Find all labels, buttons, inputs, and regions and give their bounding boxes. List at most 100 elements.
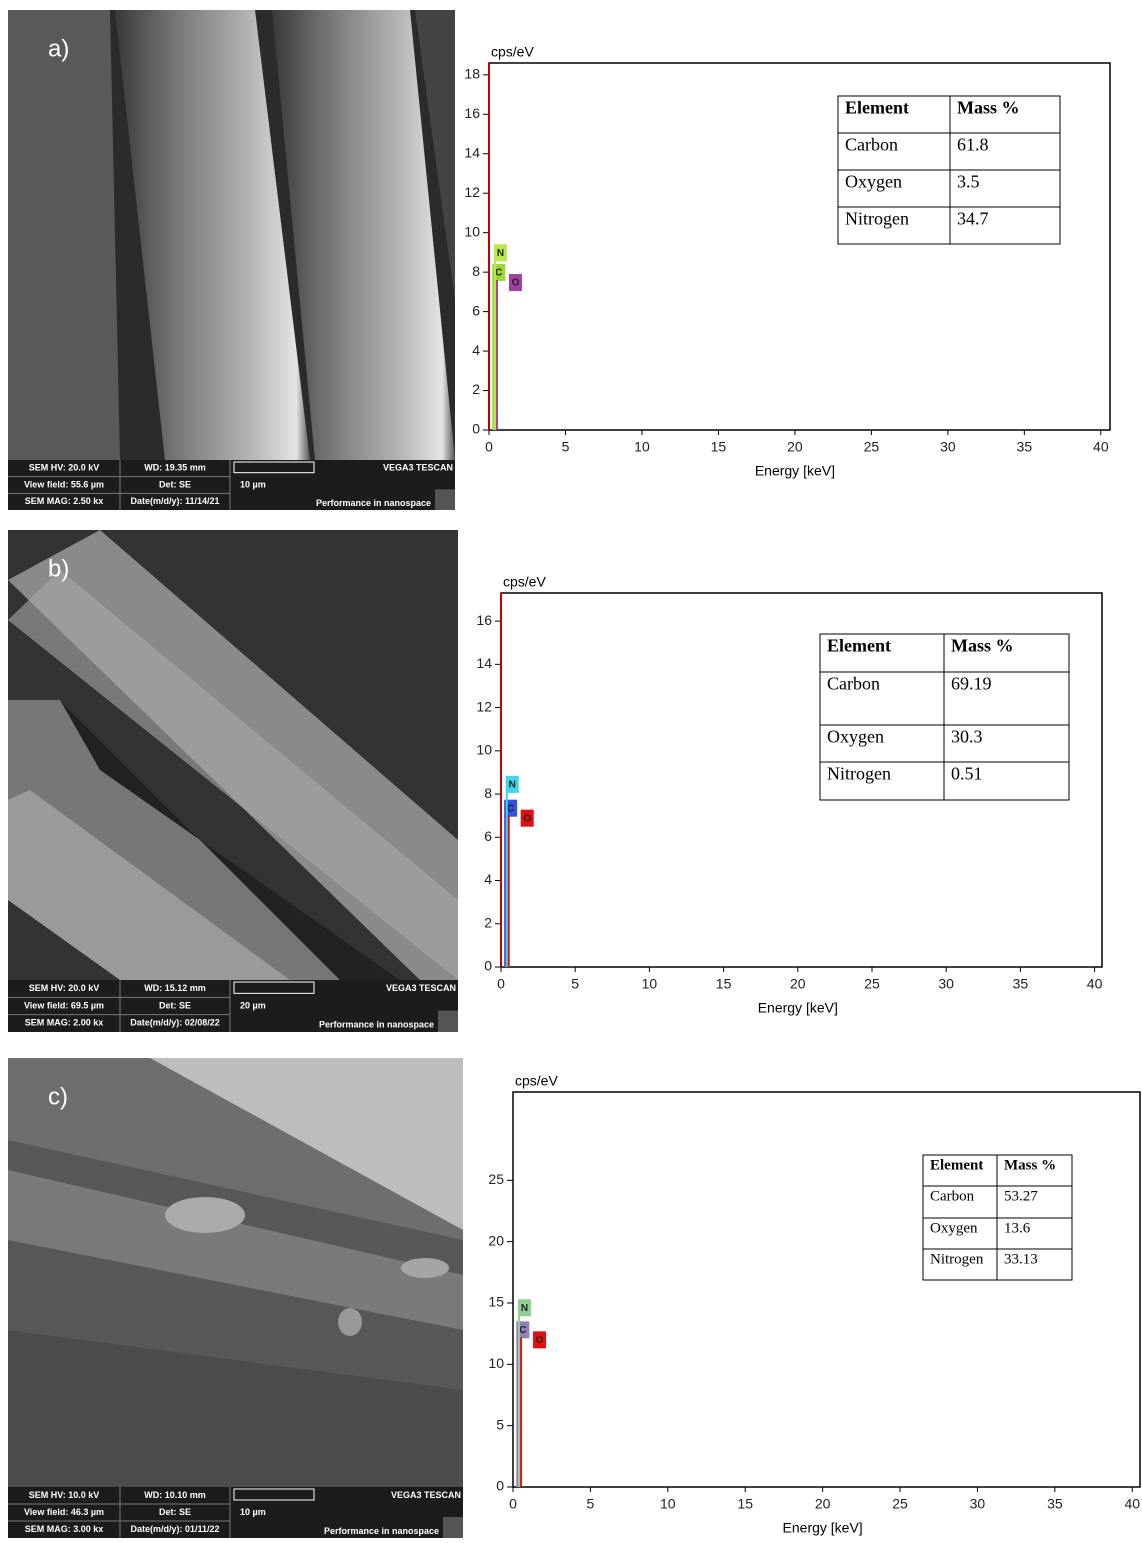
x-tick-label: 30 (940, 439, 956, 455)
x-tick-label: 20 (815, 1496, 831, 1512)
sem-image (8, 530, 458, 980)
x-tick-label: 5 (571, 976, 579, 992)
table-text: 69.19 (951, 674, 992, 694)
info-text: VEGA3 TESCAN (386, 983, 456, 993)
peak-label: N (509, 780, 516, 791)
y-tick-label: 2 (472, 381, 480, 397)
y-axis-label: cps/eV (503, 574, 546, 590)
x-tick-label: 40 (1124, 1496, 1140, 1512)
x-axis-label: Energy [keV] (783, 1520, 863, 1536)
x-tick-label: 0 (497, 976, 505, 992)
table-text: Nitrogen (930, 1252, 984, 1268)
peak-label: C (507, 803, 514, 814)
info-text: 20 µm (240, 1000, 266, 1010)
table-header: Element (827, 636, 891, 656)
y-tick-label: 0 (496, 1478, 504, 1494)
info-text: VEGA3 TESCAN (383, 463, 453, 473)
y-tick-label: 25 (488, 1171, 504, 1187)
charts: cps/eV Energy [keV] 0 5 10 15 20 25 30 35 40 0 2 4 6 8 1… (464, 44, 1140, 1536)
peak-label: C (495, 268, 502, 279)
peak-label: N (497, 248, 504, 259)
info-text: WD: 15.12 mm (144, 983, 206, 993)
y-tick-label: 8 (472, 263, 480, 279)
info-text: Performance in nanospace (319, 1020, 434, 1030)
peak-label: C (519, 1325, 526, 1336)
table-text: Carbon (845, 135, 898, 155)
y-tick-label: 4 (484, 871, 492, 887)
x-tick-label: 40 (1093, 439, 1109, 455)
sem-image (8, 10, 455, 460)
logo (443, 1517, 463, 1538)
logo (435, 489, 455, 510)
x-tick-label: 10 (642, 976, 658, 992)
plot-frame (513, 1092, 1140, 1487)
table-header: Mass % (951, 636, 1014, 656)
table-text: 53.27 (1004, 1189, 1038, 1205)
info-text: 10 µm (240, 479, 266, 489)
peak-label: N (521, 1303, 528, 1314)
info-text: 10 µm (240, 1507, 266, 1517)
table-header: Element (930, 1158, 983, 1174)
x-tick-label: 10 (660, 1496, 676, 1512)
y-tick-label: 16 (464, 105, 480, 121)
x-tick-label: 25 (864, 439, 880, 455)
y-tick-label: 16 (476, 612, 492, 628)
info-text: VEGA3 TESCAN (391, 1490, 461, 1500)
y-tick-label: 10 (476, 742, 492, 758)
y-tick-label: 6 (472, 302, 480, 318)
info-text: View field: 69.5 µm (24, 1000, 104, 1010)
table-text: 33.13 (1004, 1252, 1038, 1268)
table-text: 30.3 (951, 727, 983, 747)
panel-label: a) (48, 35, 69, 62)
table-header: Mass % (957, 98, 1020, 118)
info-text: WD: 19.35 mm (144, 463, 206, 473)
y-tick-label: 14 (476, 655, 492, 671)
panel-label: c) (48, 1083, 68, 1110)
info-text: Date(m/d/y): 11/14/21 (130, 496, 219, 506)
logo (438, 1011, 458, 1032)
y-tick-label: 20 (488, 1232, 504, 1248)
table-text: 0.51 (951, 764, 983, 784)
table-text: 3.5 (957, 172, 980, 192)
info-text: Date(m/d/y): 02/08/22 (130, 1018, 220, 1028)
x-tick-label: 20 (790, 976, 806, 992)
y-tick-label: 0 (484, 958, 492, 974)
info-text: SEM MAG: 3.00 kx (25, 1524, 104, 1534)
info-text: Performance in nanospace (316, 498, 431, 508)
table-header: Mass % (1004, 1158, 1056, 1174)
table-text: Oxygen (930, 1221, 978, 1237)
info-text: Date(m/d/y): 01/11/22 (130, 1524, 219, 1534)
y-tick-label: 6 (484, 828, 492, 844)
y-axis-label: cps/eV (491, 44, 534, 60)
info-text: View field: 55.6 µm (24, 479, 104, 489)
x-tick-label: 40 (1087, 976, 1103, 992)
x-tick-label: 15 (711, 439, 727, 455)
x-tick-label: 35 (1013, 976, 1029, 992)
x-tick-label: 5 (562, 439, 570, 455)
peak-label: O (536, 1335, 544, 1346)
info-text: SEM HV: 20.0 kV (29, 983, 100, 993)
y-tick-label: 15 (488, 1294, 504, 1310)
x-tick-label: 35 (1047, 1496, 1063, 1512)
table-text: Nitrogen (827, 764, 891, 784)
info-text: WD: 10.10 mm (144, 1490, 206, 1500)
table-text: Nitrogen (845, 209, 909, 229)
table-text: Carbon (827, 674, 880, 694)
y-tick-label: 14 (464, 144, 480, 160)
x-tick-label: 15 (737, 1496, 753, 1512)
peak-label: O (512, 278, 520, 289)
x-tick-label: 30 (970, 1496, 986, 1512)
x-tick-label: 15 (716, 976, 732, 992)
y-tick-label: 5 (496, 1416, 504, 1432)
y-tick-label: 10 (488, 1355, 504, 1371)
info-text: SEM MAG: 2.50 kx (25, 496, 104, 506)
x-tick-label: 5 (587, 1496, 595, 1512)
info-text: SEM HV: 20.0 kV (29, 463, 100, 473)
x-tick-label: 25 (864, 976, 880, 992)
panel-label: b) (48, 555, 69, 582)
info-text: Det: SE (159, 479, 191, 489)
x-tick-label: 20 (787, 439, 803, 455)
table-text: Oxygen (845, 172, 902, 192)
y-tick-label: 8 (484, 785, 492, 801)
table-text: 34.7 (957, 209, 989, 229)
